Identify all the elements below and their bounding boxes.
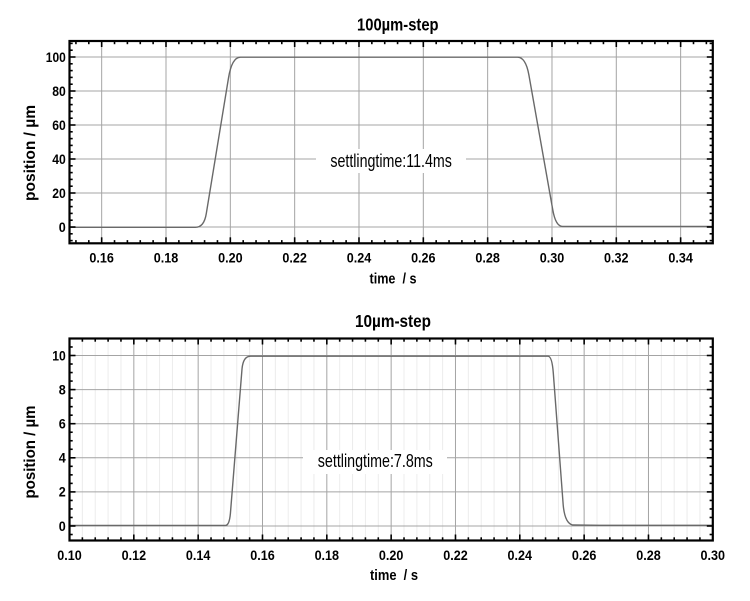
svg-text:0: 0 <box>59 519 66 535</box>
svg-text:0.16: 0.16 <box>89 251 114 267</box>
svg-text:20: 20 <box>52 186 66 202</box>
svg-text:0.22: 0.22 <box>282 251 307 267</box>
svg-text:time / s: time / s <box>370 271 417 288</box>
svg-text:0.32: 0.32 <box>604 251 629 267</box>
svg-text:0.24: 0.24 <box>508 548 533 564</box>
svg-text:time / s: time / s <box>370 567 418 584</box>
svg-text:100: 100 <box>46 50 66 66</box>
svg-text:0.10: 0.10 <box>57 548 82 564</box>
svg-text:0.30: 0.30 <box>701 548 726 564</box>
svg-text:settlingtime:11.4ms: settlingtime:11.4ms <box>330 150 452 171</box>
svg-text:80: 80 <box>52 84 66 100</box>
svg-text:0: 0 <box>59 220 66 236</box>
svg-text:4: 4 <box>59 451 66 467</box>
svg-text:10µm-step: 10µm-step <box>355 311 431 331</box>
svg-text:6: 6 <box>59 417 66 433</box>
svg-text:0.34: 0.34 <box>668 251 693 267</box>
svg-text:0.30: 0.30 <box>540 251 565 267</box>
svg-text:0.28: 0.28 <box>475 251 500 267</box>
svg-text:40: 40 <box>52 152 66 168</box>
svg-text:0.28: 0.28 <box>636 548 661 564</box>
svg-text:settlingtime:7.8ms: settlingtime:7.8ms <box>318 450 433 471</box>
svg-text:0.16: 0.16 <box>250 548 275 564</box>
svg-text:0.26: 0.26 <box>572 548 597 564</box>
svg-text:0.14: 0.14 <box>186 548 211 564</box>
svg-text:position / µm: position / µm <box>22 105 39 201</box>
svg-text:0.12: 0.12 <box>122 548 147 564</box>
svg-text:0.20: 0.20 <box>218 251 243 267</box>
svg-text:8: 8 <box>59 382 66 398</box>
svg-text:position / µm: position / µm <box>22 406 39 499</box>
svg-text:0.22: 0.22 <box>443 548 468 564</box>
svg-text:0.18: 0.18 <box>154 251 179 267</box>
svg-text:0.20: 0.20 <box>379 548 404 564</box>
svg-text:2: 2 <box>59 485 66 501</box>
svg-text:100µm-step: 100µm-step <box>357 14 439 34</box>
svg-text:0.26: 0.26 <box>411 251 436 267</box>
svg-text:10: 10 <box>52 348 66 364</box>
svg-text:60: 60 <box>52 118 66 134</box>
svg-text:0.24: 0.24 <box>347 251 372 267</box>
svg-text:0.18: 0.18 <box>315 548 340 564</box>
